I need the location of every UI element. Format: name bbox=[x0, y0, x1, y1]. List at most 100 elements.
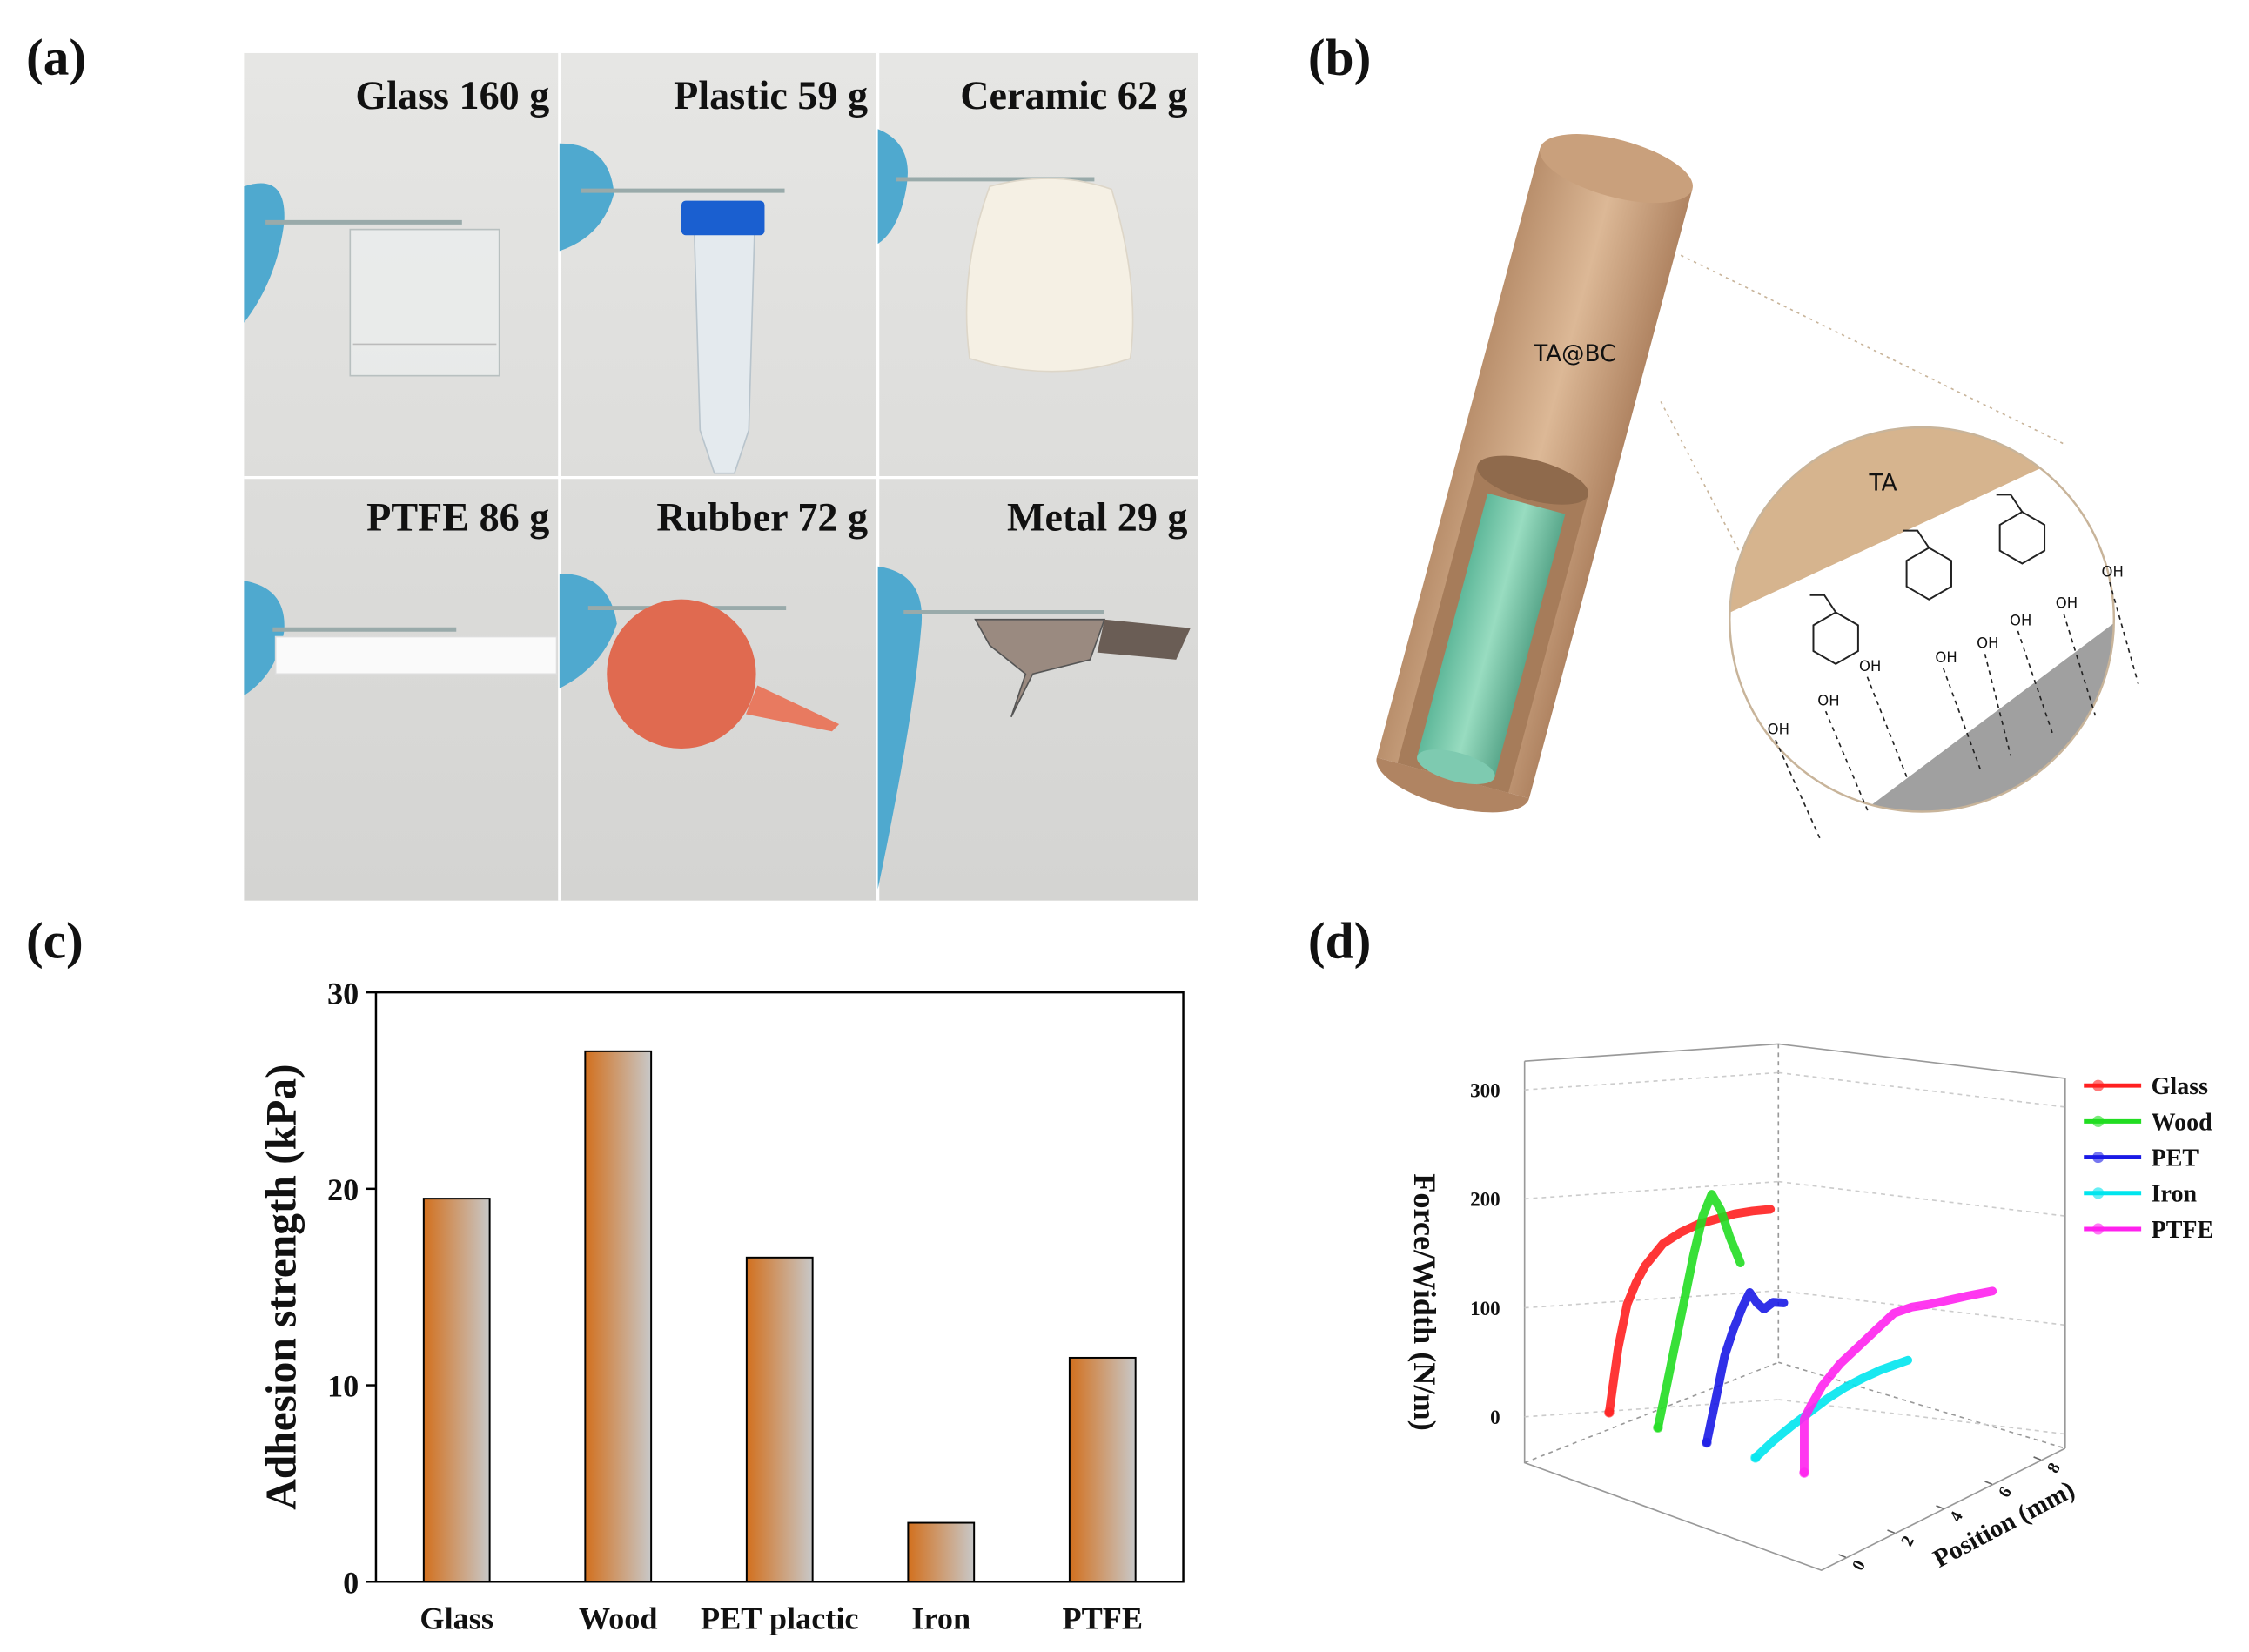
z-tick-label: 200 bbox=[1470, 1188, 1500, 1211]
rubber-bulb bbox=[607, 599, 756, 749]
glass-slides bbox=[265, 177, 1104, 632]
hydrogen-bond bbox=[1824, 710, 1870, 814]
series-line bbox=[1702, 1288, 1789, 1447]
x-tick-label: Iron bbox=[911, 1602, 970, 1636]
photo-caption: Metal 29 g bbox=[1007, 495, 1188, 540]
oh-label: OH bbox=[1859, 658, 1881, 675]
legend-label: Glass bbox=[2152, 1073, 2208, 1100]
oh-label: OH bbox=[1977, 635, 1998, 652]
box-frame bbox=[1523, 1043, 2066, 1571]
bar bbox=[907, 1521, 976, 1583]
x-tick bbox=[1936, 1505, 1944, 1510]
oh-label: OH bbox=[2010, 612, 2031, 628]
grid-line bbox=[1524, 1071, 1779, 1091]
series-line bbox=[1750, 1355, 1913, 1462]
linker-bond bbox=[1996, 494, 2024, 513]
start-marker bbox=[1799, 1467, 1809, 1478]
x-tick bbox=[1838, 1554, 1847, 1559]
panel-label: (c) bbox=[26, 912, 84, 970]
x-tick-label: 6 bbox=[1995, 1484, 2016, 1501]
series-line bbox=[1604, 1205, 1776, 1417]
plastic-tube bbox=[693, 232, 755, 474]
x-tick-label: 8 bbox=[2044, 1460, 2064, 1476]
start-marker bbox=[1750, 1452, 1761, 1463]
hydrogen-bond bbox=[1942, 668, 1982, 771]
legend-label: Iron bbox=[2152, 1181, 2198, 1208]
z-axis-label: Force/Width (N/m) bbox=[1407, 1173, 1442, 1431]
bar bbox=[422, 1198, 491, 1583]
x-tick-label: Glass bbox=[420, 1602, 493, 1636]
photo-caption: Rubber 72 g bbox=[656, 495, 868, 540]
panel-label: (d) bbox=[1308, 912, 1371, 970]
oh-label: OH bbox=[1768, 722, 1789, 738]
start-marker bbox=[1702, 1437, 1712, 1448]
bar bbox=[1068, 1356, 1137, 1583]
legend-marker bbox=[2092, 1115, 2105, 1127]
photo-caption: Glass 160 g bbox=[355, 73, 549, 118]
benzene-ring bbox=[1905, 547, 1952, 601]
hydrogen-bond bbox=[2063, 613, 2097, 716]
oh-label: OH bbox=[2101, 563, 2123, 580]
x-tick-label: Wood bbox=[579, 1602, 658, 1636]
x-tick-label: 2 bbox=[1897, 1533, 1918, 1549]
benzene-ring bbox=[1998, 511, 2046, 565]
legend-label: PET bbox=[2152, 1145, 2199, 1172]
zoom-label: TA bbox=[1869, 470, 1897, 496]
grid-line bbox=[1524, 1180, 1779, 1200]
start-marker bbox=[1604, 1407, 1615, 1418]
legend-marker bbox=[2092, 1079, 2105, 1091]
hydrogen-bond bbox=[1866, 676, 1909, 779]
bar bbox=[584, 1050, 653, 1583]
hydrogen-bond bbox=[1775, 739, 1823, 843]
panel-b: (b) TA@BC TA bbox=[1308, 29, 2116, 813]
grid-line bbox=[1524, 1399, 1779, 1418]
start-marker bbox=[1653, 1422, 1663, 1433]
fiber-label: TA@BC bbox=[1533, 341, 1615, 367]
series-line bbox=[1800, 1286, 1997, 1477]
series-line bbox=[1653, 1190, 1745, 1433]
z-tick-label: 100 bbox=[1470, 1297, 1500, 1320]
grid-line bbox=[1778, 1071, 2065, 1108]
y-tick-label: 0 bbox=[343, 1565, 359, 1600]
zoom-view bbox=[1729, 426, 2114, 812]
zoom-circle bbox=[1729, 426, 2116, 813]
y-axis-label: Adhesion strength (kPa) bbox=[258, 1064, 305, 1509]
y-tick-label: 30 bbox=[327, 976, 359, 1011]
ptfe-block bbox=[274, 635, 558, 675]
x-tick-label: PTFE bbox=[1062, 1602, 1143, 1636]
tube-cap bbox=[681, 200, 765, 236]
panel-label: (a) bbox=[26, 29, 86, 86]
panel-a: (a) Glass 160 g Plastic 59 g Ceramic 62 … bbox=[26, 29, 1198, 901]
z-tick-label: 300 bbox=[1470, 1078, 1500, 1101]
panel-c: (c) 0 10 20 30 Adhesion strength (kPa) Glass W… bbox=[26, 912, 1185, 1636]
z-tick-label: 0 bbox=[1490, 1406, 1500, 1428]
x-tick-label: PET plactic bbox=[701, 1602, 859, 1636]
ceramic-cup bbox=[965, 178, 1134, 373]
x-tick bbox=[2033, 1456, 2042, 1461]
grid-line bbox=[1778, 1180, 2065, 1217]
linker-bond bbox=[1809, 594, 1837, 614]
oh-label: OH bbox=[1935, 649, 1957, 666]
legend-marker bbox=[2092, 1187, 2105, 1199]
legend-label: PTFE bbox=[2152, 1217, 2214, 1244]
oh-label: OH bbox=[1817, 693, 1839, 709]
x-tick bbox=[1887, 1529, 1896, 1534]
bar bbox=[745, 1256, 814, 1583]
y-tick-label: 10 bbox=[327, 1369, 359, 1404]
photo-caption: Plastic 59 g bbox=[674, 73, 868, 118]
photo-caption: Ceramic 62 g bbox=[960, 73, 1187, 118]
panel-label: (b) bbox=[1308, 29, 1371, 86]
legend-marker bbox=[2092, 1151, 2105, 1164]
fiber bbox=[1376, 134, 1693, 813]
hydrogen-bond bbox=[2109, 581, 2139, 685]
y-tick-label: 20 bbox=[327, 1172, 359, 1207]
oh-label: OH bbox=[2056, 595, 2078, 612]
rubber-nozzle bbox=[746, 685, 840, 732]
benzene-ring bbox=[1812, 611, 1859, 665]
legend-label: Wood bbox=[2152, 1109, 2212, 1136]
photo-caption: PTFE 86 g bbox=[366, 495, 549, 540]
gloves bbox=[244, 129, 923, 890]
metal-clip-handle bbox=[1097, 619, 1191, 660]
